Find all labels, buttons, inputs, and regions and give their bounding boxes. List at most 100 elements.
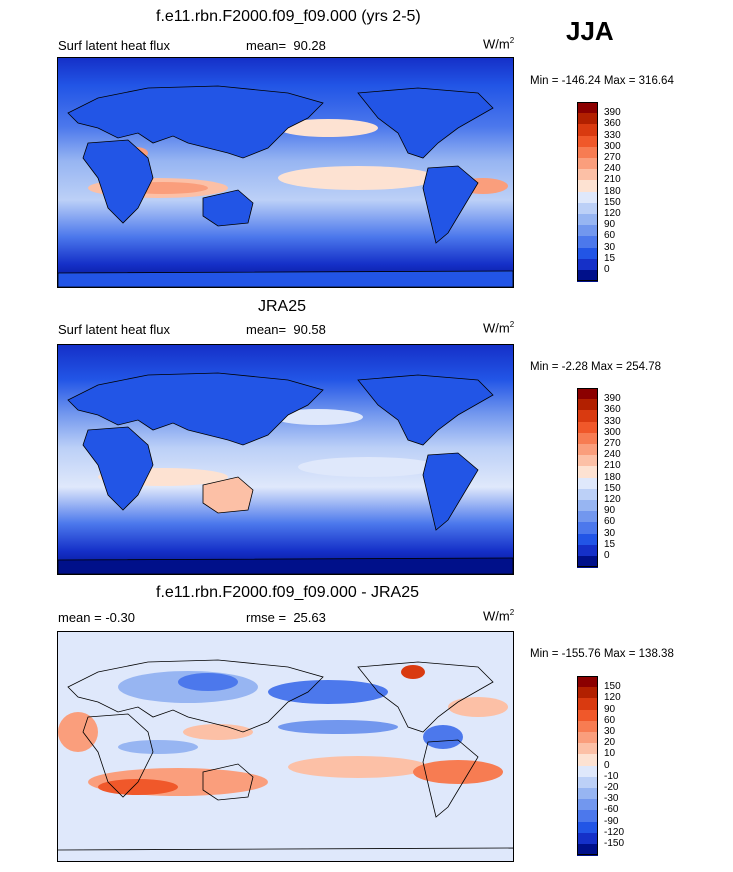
panel1-north-america (357, 87, 494, 159)
panel1-antarctica (58, 270, 513, 287)
panel2-stat-value: 90.58 (293, 322, 326, 337)
panel3-eurasia (67, 659, 324, 733)
colorbar-cell (577, 258, 598, 271)
panel2-minmax: Min = -2.28 Max = 254.78 (530, 361, 662, 373)
colorbar-tick-label: 0 (604, 550, 610, 561)
panel3-coastlines (58, 659, 513, 851)
colorbar-cell (577, 102, 598, 114)
colorbar-cell (577, 500, 598, 512)
panel2-antarctica (58, 557, 513, 574)
panel1-band-south-pacific (278, 166, 438, 190)
colorbar-tick-label: 300 (604, 426, 621, 438)
panel3-title: f.e11.rbn.F2000.f09_f09.000 - JRA25 (156, 584, 419, 601)
colorbar-cell (577, 511, 598, 523)
panel3-antarctica (58, 847, 513, 851)
panel3-pos-south-indian-core (98, 779, 178, 795)
colorbar-cell (577, 556, 598, 568)
colorbar-tick-label: -120 (604, 826, 625, 838)
colorbar-cell (577, 754, 598, 767)
colorbar-tick-label: 390 (604, 393, 621, 405)
colorbar-tick-label: 270 (604, 152, 621, 163)
panel3-pos-west-africa (58, 712, 98, 752)
colorbar-tick-label: 330 (604, 129, 621, 141)
colorbar-cell (577, 698, 598, 711)
panel2-map (57, 344, 514, 575)
panel3-neg-indian-ocean (118, 740, 198, 754)
colorbar-tick-label: 180 (604, 185, 621, 197)
panel3-map (57, 631, 514, 862)
colorbar-tick-label: -30 (604, 793, 619, 805)
colorbar-cell (577, 720, 598, 733)
colorbar-cell (577, 388, 598, 400)
panel1-stat-label: mean= (246, 38, 287, 53)
panel1-africa (82, 139, 154, 224)
panel3-africa (82, 713, 154, 798)
panel1-map (57, 57, 514, 288)
colorbar-tick-label: 15 (604, 252, 616, 264)
colorbar-cell (577, 488, 598, 501)
colorbar-cell (577, 432, 598, 445)
panel3-colorbar: 150 120 90 60 30 20 10 0 -10 -20 -30 -60 -90 -120 -150 (577, 676, 637, 856)
colorbar-tick-label: -60 (604, 804, 619, 816)
colorbar-cell (577, 709, 598, 722)
colorbar-tick-label: 360 (604, 118, 621, 130)
colorbar-tick-label: 240 (604, 163, 621, 175)
colorbar-tick-label: 210 (604, 460, 621, 472)
colorbar-tick-label: 0 (604, 759, 610, 771)
colorbar-cell (577, 743, 598, 755)
panel3-positive-anomalies (58, 665, 508, 796)
colorbar-cell (577, 799, 598, 811)
panel3-neg-north-pacific (268, 680, 388, 704)
colorbar-cell (577, 810, 598, 823)
panel3-mean-label: mean = -0.30 (58, 610, 135, 625)
panel3-neg-central-asia (178, 673, 238, 691)
panel1-units: W/m2 (483, 36, 514, 51)
colorbar-cell (577, 270, 598, 282)
colorbar-cell (577, 421, 598, 434)
panel3-minmax: Min = -155.76 Max = 138.38 (530, 648, 674, 660)
colorbar-tick-label: 90 (604, 219, 616, 231)
panel2-continents (58, 372, 513, 574)
colorbar-tick-label: 60 (604, 230, 616, 242)
colorbar-tick-label: 360 (604, 404, 621, 416)
colorbar-tick-label: 90 (604, 703, 616, 715)
colorbar-cell (577, 732, 598, 744)
colorbar-tick-label: 240 (604, 449, 621, 461)
panel1-eurasia (67, 85, 324, 159)
colorbar-tick-label: 150 (604, 482, 621, 494)
colorbar-frame (577, 388, 598, 568)
colorbar-cell (577, 225, 598, 237)
colorbar-tick-label: 120 (604, 208, 621, 219)
colorbar-cell (577, 821, 598, 834)
colorbar-tick-label: 60 (604, 516, 616, 528)
panel1-map-svg (58, 58, 513, 287)
panel3-map-svg (58, 632, 513, 861)
colorbar-frame (577, 102, 598, 282)
colorbar-tick-label: -150 (604, 838, 625, 849)
panel2-units-exp: 2 (509, 320, 515, 329)
panel3-pos-west-pacific (183, 724, 253, 740)
colorbar-tick-label: 30 (604, 241, 616, 253)
colorbar-tick-label: 120 (604, 494, 621, 505)
season-label: JJA (566, 16, 614, 46)
panel2-band-south-pacific (298, 457, 438, 477)
panel1-units-base: W/m (483, 36, 510, 52)
panel3-pos-south-atlantic (413, 760, 503, 784)
colorbar-cell (577, 765, 598, 778)
colorbar-cell (577, 832, 598, 845)
colorbar-cell (577, 191, 598, 204)
panel3-pos-north-atlantic (448, 697, 508, 717)
colorbar-cell (577, 466, 598, 479)
colorbar-cell (577, 113, 598, 125)
panel2-stat-label: mean= (246, 322, 287, 337)
colorbar-cell (577, 533, 598, 546)
colorbar-tick-label: 150 (604, 681, 621, 693)
panel1-title: f.e11.rbn.F2000.f09_f09.000 (yrs 2-5) (156, 8, 421, 25)
panel2-australia (202, 476, 254, 514)
colorbar-cell (577, 676, 598, 688)
panel1-colorbar: 390 360 330 300 270 240 210 180 150 120 90 60 30 15 0 (577, 102, 637, 282)
colorbar-cell (577, 158, 598, 170)
colorbar-tick-label: 90 (604, 505, 616, 517)
colorbar-cell (577, 247, 598, 260)
panel3-units: W/m2 (483, 608, 514, 623)
